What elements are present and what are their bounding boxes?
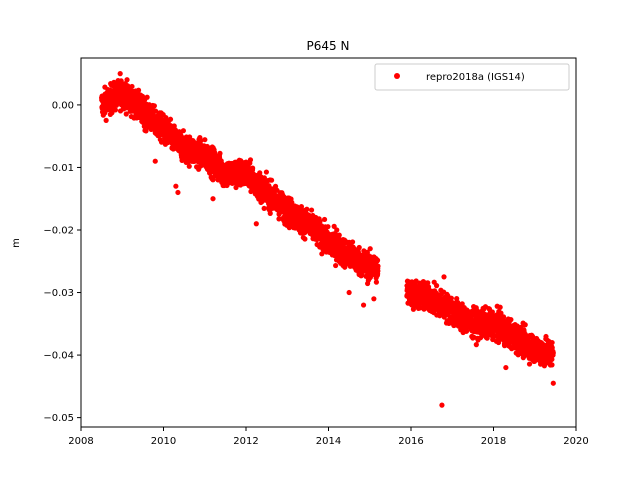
data-point [498,310,504,316]
data-point [267,210,273,216]
data-point [123,111,129,117]
data-point [124,77,130,83]
data-point [261,205,267,212]
x-tick-label: 2016 [398,436,423,447]
data-point [425,280,431,286]
data-point [118,78,124,84]
data-point [268,177,275,183]
y-axis-label: m [11,238,22,248]
x-tick-label: 2014 [316,436,341,447]
data-point [325,224,331,230]
y-tick-label: −0.01 [43,163,74,174]
data-point [317,218,323,224]
data-point [448,295,454,301]
data-point [135,87,142,93]
data-point [346,289,352,296]
data-point [526,361,533,367]
data-point [441,274,447,280]
data-point [210,196,216,202]
data-point [374,257,381,263]
data-point [151,103,157,109]
data-point [550,350,556,356]
y-tick-label: −0.03 [43,288,74,299]
data-point [173,183,179,189]
data-point [152,158,158,164]
points-layer [99,71,556,408]
legend-box [374,63,570,91]
legend-entry-label: repro2018a (IGS14) [426,72,525,83]
x-tick-label: 2012 [233,436,258,447]
data-point [250,165,256,171]
data-point [308,207,315,213]
data-point [210,177,216,183]
data-point [103,117,109,123]
data-point [298,204,305,210]
data-point [217,150,223,156]
data-point [497,304,503,310]
legend-marker [394,73,400,79]
x-tick-label: 2010 [151,436,176,447]
y-tick-label: −0.02 [43,225,74,236]
data-point [454,295,460,302]
data-point [367,246,373,252]
y-tick-label: −0.04 [43,351,74,362]
y-axis: 0.00 −0.01 −0.02 −0.03 −0.04 −0.05 [43,100,81,424]
x-tick-label: 2020 [563,436,588,447]
x-tick-label: 2008 [68,436,93,447]
data-point [302,236,308,242]
data-point [360,302,367,308]
chart-title: P645 N [307,39,350,53]
data-point [336,232,342,238]
data-point [304,206,310,212]
data-point [319,251,325,257]
data-point [247,157,254,163]
data-point [129,83,135,90]
data-point [433,283,440,289]
x-axis: 2008 2010 2012 2014 2016 2018 2020 [68,427,589,447]
data-point [549,339,555,346]
data-point [375,268,381,274]
data-point [417,305,423,311]
data-point [503,364,509,371]
data-point [321,216,328,223]
legend: repro2018a (IGS14) [374,63,570,91]
data-point [522,322,528,328]
data-point [186,163,192,169]
data-point [331,223,337,229]
x-tick-label: 2018 [481,436,506,447]
data-point [144,94,150,100]
data-point [349,239,356,245]
data-point [263,169,269,175]
data-point [175,189,181,196]
data-point [112,107,118,113]
data-point [143,128,149,134]
data-point [202,137,208,143]
data-point [500,314,507,320]
y-tick-label: −0.05 [43,413,74,424]
data-point [253,221,259,227]
data-point [473,342,479,348]
data-point [334,227,340,233]
data-point [167,116,174,122]
data-point [508,317,514,323]
data-point [125,83,131,89]
data-point [153,108,159,114]
data-point [117,71,123,77]
y-tick-label: 0.00 [52,100,74,111]
data-point [549,356,555,362]
data-point [180,128,186,134]
data-point [371,296,377,302]
data-point [549,362,555,368]
data-point [439,402,445,408]
data-point [261,175,267,181]
data-point [359,272,365,278]
data-point [356,244,362,251]
data-point [333,262,339,269]
data-point [373,279,379,285]
data-point [375,263,381,269]
data-point [550,380,556,386]
data-point [198,138,204,144]
